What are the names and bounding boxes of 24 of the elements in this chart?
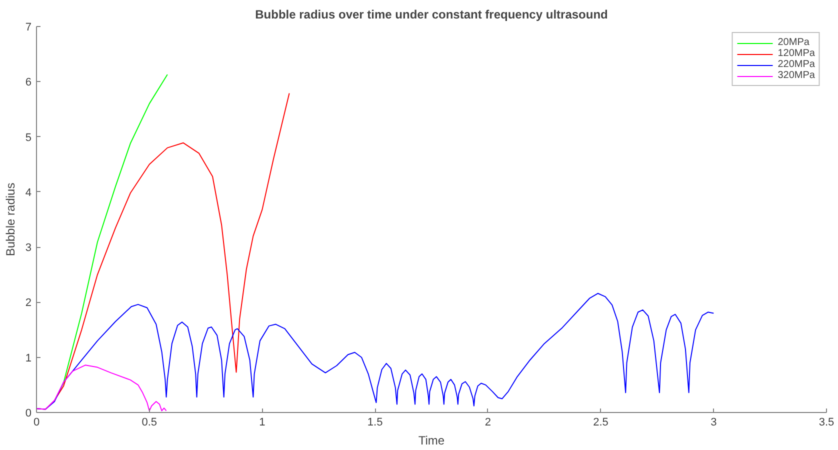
x-tick-label: 0.5 — [142, 416, 158, 428]
legend-label: 20MPa — [778, 37, 810, 48]
x-tick-label: 1 — [259, 416, 266, 428]
legend-label: 320MPa — [778, 70, 815, 81]
x-tick-label: 3.5 — [818, 416, 834, 428]
chart-title: Bubble radius over time under constant frequency ultrasound — [255, 8, 608, 22]
x-tick-label: 1.5 — [367, 416, 383, 428]
legend-label: 220MPa — [778, 59, 815, 70]
y-axis-title: Bubble radius — [3, 182, 18, 256]
x-axis-title: Time — [418, 434, 445, 448]
y-tick-label: 3 — [25, 242, 32, 254]
y-tick-label: 0 — [25, 408, 32, 420]
x-tick-label: 3 — [710, 416, 717, 428]
line-series — [36, 364, 167, 412]
y-tick-label: 7 — [25, 22, 32, 34]
y-tick-label: 1 — [25, 352, 32, 364]
y-tick-label: 5 — [25, 132, 32, 144]
y-tick-label: 2 — [25, 297, 32, 310]
x-tick-label: 0 — [33, 416, 40, 428]
x-tick-label: 2.5 — [593, 416, 608, 428]
x-tick-label: 2 — [484, 416, 491, 428]
legend-label: 120MPa — [778, 48, 815, 59]
y-tick-label: 6 — [25, 76, 32, 89]
y-tick-label: 4 — [25, 186, 32, 199]
